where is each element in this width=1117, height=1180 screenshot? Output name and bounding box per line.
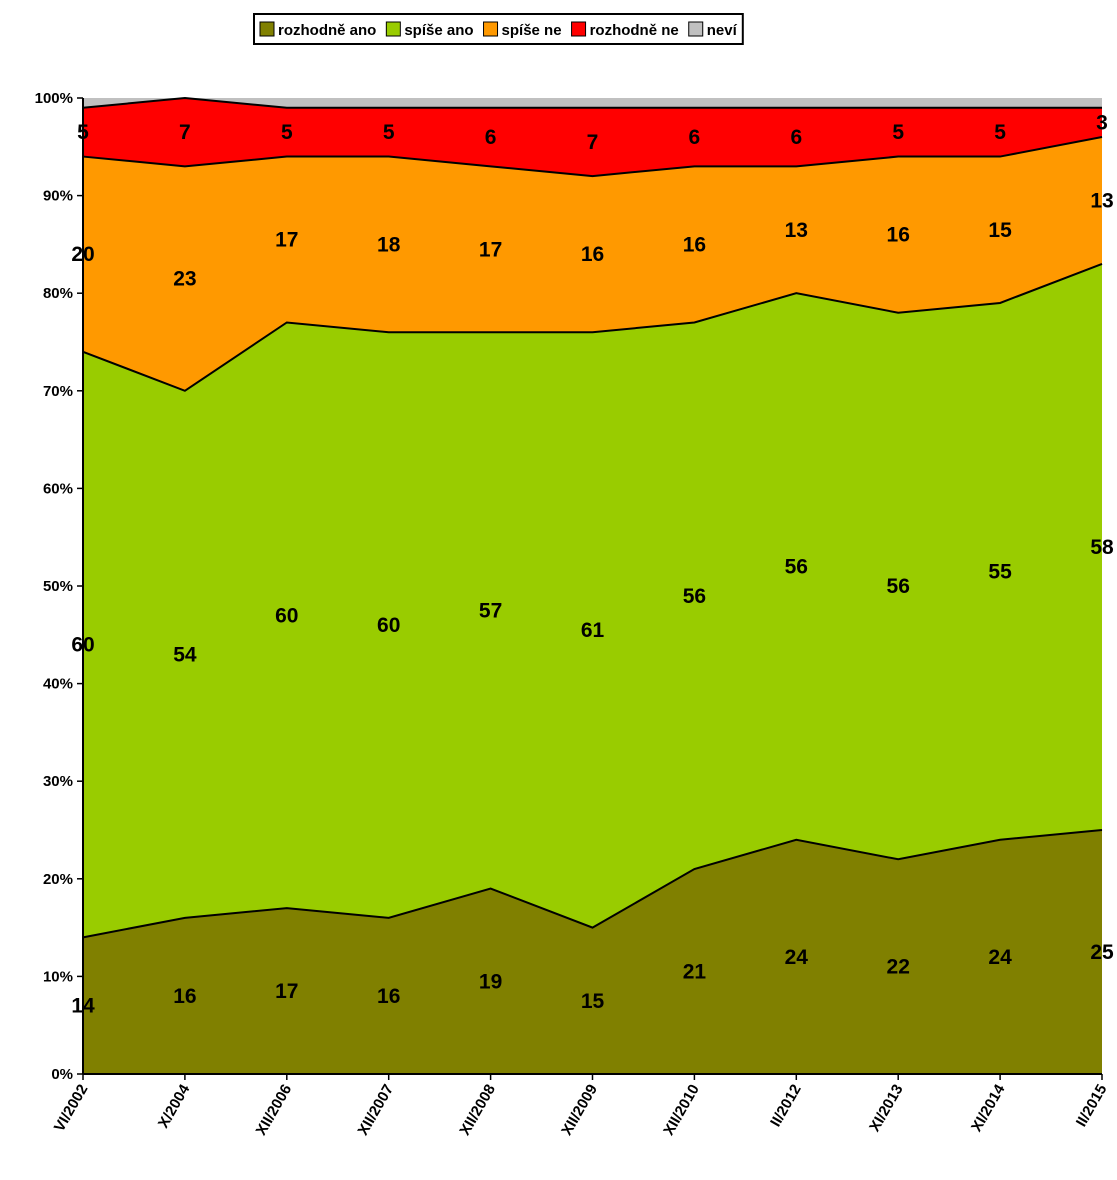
data-label-spise-ne: 16 [683, 233, 706, 256]
data-label-spise-ano: 56 [785, 555, 808, 578]
data-label-rozhodne-ne: 7 [587, 131, 599, 154]
data-label-spise-ne: 18 [377, 233, 401, 256]
y-tick-label: 20% [43, 871, 73, 888]
data-label-spise-ano: 58 [1090, 536, 1114, 559]
area-spise-ano [83, 263, 1102, 938]
data-label-rozhodne-ano: 25 [1090, 941, 1114, 964]
y-tick-label: 80% [43, 285, 73, 302]
y-tick-label: 40% [43, 676, 73, 693]
legend-label-spise-ne: spíše ne [502, 22, 562, 39]
boundary-line-spise-ne [82, 136, 1103, 178]
data-label-spise-ne: 16 [887, 224, 910, 247]
data-label-spise-ano: 61 [581, 619, 605, 642]
data-label-rozhodne-ano: 24 [785, 946, 809, 969]
y-tick-label: 70% [43, 383, 73, 400]
data-label-spise-ne: 13 [1090, 189, 1113, 212]
data-label-spise-ano: 56 [887, 575, 910, 598]
legend-label-spise-ano: spíše ano [404, 22, 473, 39]
data-label-rozhodne-ne: 6 [790, 126, 802, 149]
data-label-spise-ne: 17 [275, 229, 298, 252]
data-label-rozhodne-ne: 5 [281, 121, 293, 144]
data-label-rozhodne-ne: 5 [383, 121, 395, 144]
data-label-rozhodne-ano: 19 [479, 970, 502, 993]
legend-label-rozhodne-ne: rozhodně ne [590, 22, 679, 39]
data-label-rozhodne-ne: 6 [485, 126, 497, 149]
x-tick-label: VI/2002 [51, 1082, 92, 1135]
legend-swatch-rozhodne-ano [259, 21, 275, 37]
data-label-spise-ano: 60 [275, 604, 298, 627]
data-label-rozhodne-ano: 24 [988, 946, 1012, 969]
data-label-spise-ne: 13 [785, 219, 808, 242]
data-label-rozhodne-ano: 21 [683, 961, 707, 984]
boundary-line-rozhodne-ano [82, 829, 1103, 939]
boundary-line-spise-ano [82, 262, 1103, 392]
data-label-spise-ne: 15 [988, 219, 1012, 242]
x-tick-label: XII/2009 [558, 1082, 601, 1139]
legend-frame [253, 13, 744, 45]
area-rozhodne-ano [83, 830, 1102, 1074]
area-series-group [82, 96, 1103, 1074]
y-tick-label: 30% [43, 773, 73, 790]
data-label-rozhodne-ne: 7 [179, 121, 191, 144]
legend-swatch-rozhodne-ne [571, 21, 587, 37]
x-tick-label: XII/2006 [253, 1082, 296, 1139]
data-label-spise-ano: 57 [479, 599, 502, 622]
data-label-rozhodne-ne: 3 [1096, 111, 1108, 134]
legend-swatch-spise-ano [385, 21, 401, 37]
data-label-spise-ano: 55 [988, 560, 1012, 583]
legend-label-nevi: neví [707, 22, 738, 39]
data-label-rozhodne-ne: 6 [689, 126, 701, 149]
data-label-rozhodne-ne: 5 [892, 121, 904, 144]
data-label-rozhodne-ne: 5 [994, 121, 1006, 144]
legend-label-rozhodne-ano: rozhodně ano [278, 22, 376, 39]
legend-swatch-nevi [688, 21, 704, 37]
y-tick-label: 50% [43, 578, 73, 595]
data-label-spise-ne: 16 [581, 243, 604, 266]
x-tick-label: XII/2007 [354, 1082, 397, 1139]
data-label-spise-ne: 23 [173, 268, 196, 291]
data-label-rozhodne-ano: 16 [377, 985, 400, 1008]
y-tick-label: 10% [43, 968, 73, 985]
data-label-spise-ano: 54 [173, 643, 197, 666]
x-tick-label: XI/2014 [968, 1081, 1009, 1135]
y-tick-label: 60% [43, 480, 73, 497]
data-label-spise-ne: 17 [479, 238, 502, 261]
y-tick-label: 100% [35, 90, 73, 107]
y-tick-label: 0% [51, 1066, 73, 1083]
x-tick-label: II/2012 [767, 1082, 805, 1130]
data-label-spise-ano: 60 [377, 614, 400, 637]
x-tick-label: X/2004 [155, 1081, 194, 1131]
x-tick-label: II/2015 [1073, 1082, 1111, 1130]
data-label-rozhodne-ano: 15 [581, 990, 605, 1013]
legend: rozhodně ano spíše ano spíše ne rozhodně ne… [253, 13, 744, 45]
data-label-rozhodne-ano: 17 [275, 980, 298, 1003]
boundary-line-rozhodne-ne [82, 96, 1102, 109]
y-tick-label: 90% [43, 188, 73, 205]
data-label-rozhodne-ano: 22 [887, 956, 910, 979]
x-tick-label: XI/2013 [866, 1082, 907, 1135]
data-label-rozhodne-ano: 16 [173, 985, 196, 1008]
data-label-spise-ano: 56 [683, 585, 706, 608]
x-tick-label: XII/2008 [456, 1082, 499, 1139]
area-nevi [83, 98, 1102, 108]
legend-swatch-spise-ne [483, 21, 499, 37]
x-tick-label: XII/2010 [660, 1082, 703, 1139]
